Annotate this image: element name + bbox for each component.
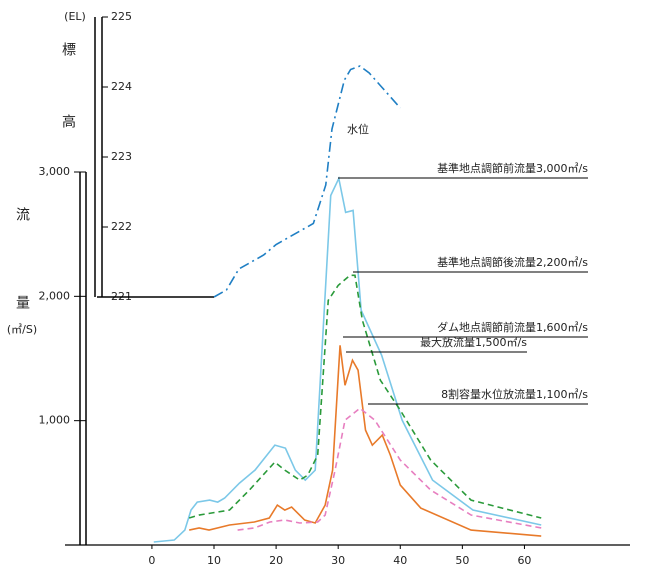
x-tick-label: 50: [455, 554, 469, 567]
y-tick-label: 1,000: [39, 414, 71, 427]
y2-tick-label: 225: [111, 10, 132, 23]
x-tick-label: 10: [207, 554, 221, 567]
y-unit: (㎥/S): [7, 323, 37, 336]
level-label: 水位: [347, 122, 369, 136]
y2-tick-label: 222: [111, 220, 132, 233]
y2-label: 標高: [60, 42, 76, 186]
annotation: 最大放流量1,500㎥/s: [420, 335, 527, 349]
annotation: 基準地点調節前流量3,000㎥/s: [437, 161, 588, 175]
series-line: [213, 65, 401, 298]
y2-unit: (EL): [64, 10, 86, 23]
x-tick-label: 30: [331, 554, 345, 567]
y2-tick-label: 224: [111, 80, 132, 93]
y-label: 流量: [14, 207, 30, 383]
series-line: [237, 407, 542, 531]
series-line: [189, 345, 542, 537]
annotation: ダム地点調節前流量1,600㎥/s: [437, 320, 588, 334]
x-tick-label: 20: [269, 554, 283, 567]
y-tick-label: 3,000: [39, 165, 71, 178]
series-line: [153, 175, 542, 543]
y-tick-label: 2,000: [39, 289, 71, 302]
x-tick-label: 0: [148, 554, 155, 567]
y2-tick-label: 223: [111, 150, 132, 163]
x-tick-label: 60: [517, 554, 531, 567]
annotation: 8割容量水位放流量1,100㎥/s: [441, 387, 588, 401]
annotation: 基準地点調節後流量2,200㎥/s: [437, 255, 588, 269]
series-line: [188, 274, 542, 519]
x-tick-label: 40: [393, 554, 407, 567]
